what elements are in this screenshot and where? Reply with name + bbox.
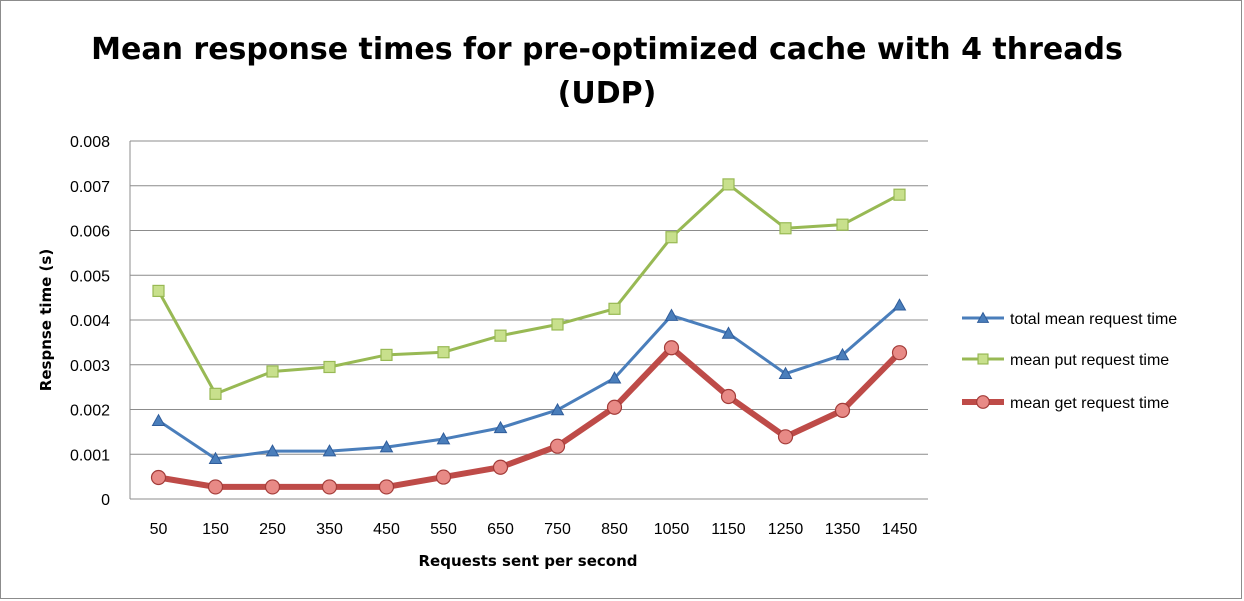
circle-marker	[549, 438, 566, 454]
square-marker	[893, 188, 906, 201]
triangle-marker	[322, 444, 337, 457]
triangle-marker	[721, 326, 736, 339]
square-marker	[494, 329, 507, 342]
circle-marker	[264, 479, 281, 495]
x-tick-label: 1350	[825, 521, 861, 538]
x-tick-label: 350	[316, 521, 343, 538]
square-marker	[266, 365, 279, 378]
triangle-marker	[976, 311, 990, 323]
x-tick-label: 1150	[711, 521, 746, 538]
y-tick-label: 0.005	[70, 268, 110, 285]
triangle-marker	[778, 366, 793, 379]
x-tick-labels: 50 150 250 350 450 550 650 750 850 1050 1150 1250 13…	[150, 521, 918, 538]
y-tick-label: 0.002	[70, 403, 110, 420]
series-3	[150, 340, 908, 495]
square-marker	[551, 318, 564, 331]
x-tick-label: 850	[601, 521, 628, 538]
x-tick-label: 650	[487, 521, 514, 538]
circle-marker	[321, 479, 338, 495]
circle-marker	[891, 345, 908, 361]
circle-marker	[435, 469, 452, 485]
circle-marker	[976, 395, 990, 409]
series-2	[152, 178, 906, 400]
square-marker	[836, 218, 849, 231]
chart-title-line-2: (UDP)	[557, 76, 657, 111]
x-tick-label: 1450	[882, 521, 918, 538]
legend-item: mean get request time	[962, 395, 1169, 412]
y-tick-labels: 0 0.001 0.002 0.003 0.004 0.005 0.006 0.007 0.00…	[70, 134, 110, 509]
triangle-marker	[835, 347, 850, 361]
circle-marker	[492, 459, 509, 475]
y-tick-label: 0.004	[70, 313, 110, 330]
square-marker	[722, 178, 735, 191]
circle-marker	[777, 429, 794, 445]
square-marker	[152, 284, 165, 298]
x-tick-label: 150	[202, 521, 229, 538]
grid-lines	[129, 140, 928, 500]
circle-marker	[834, 402, 851, 418]
legend-label: mean get request time	[1010, 395, 1169, 412]
legend-item: total mean request time	[962, 311, 1177, 328]
series-line	[157, 182, 901, 396]
x-tick-label: 50	[150, 521, 168, 538]
y-tick-label: 0.003	[70, 358, 110, 375]
series-line	[157, 303, 901, 461]
circle-marker	[207, 479, 224, 495]
circle-marker	[606, 399, 623, 415]
legend-label: mean put request time	[1010, 352, 1169, 369]
triangle-marker	[892, 298, 907, 311]
chart-title: Mean response times for pre-optimized ca…	[0, 28, 1214, 116]
circle-marker	[378, 479, 395, 495]
circle-marker	[150, 469, 167, 486]
x-tick-label: 1050	[654, 521, 690, 538]
triangle-marker	[607, 371, 622, 384]
triangle-marker	[493, 420, 508, 434]
square-marker	[977, 353, 989, 365]
y-tick-label: 0.008	[70, 134, 110, 151]
triangle-marker	[550, 402, 565, 416]
x-tick-label: 250	[259, 521, 286, 538]
square-marker	[437, 346, 450, 359]
y-axis-title: Respnse time (s)	[37, 249, 55, 391]
circle-marker	[663, 340, 680, 356]
x-tick-label: 450	[373, 521, 400, 538]
triangle-marker	[436, 432, 451, 445]
legend-item: mean put request time	[962, 352, 1169, 369]
square-marker	[323, 360, 336, 374]
triangle-marker	[265, 444, 280, 457]
legend: total mean request time mean put request …	[962, 311, 1177, 412]
y-tick-label: 0.007	[70, 179, 110, 196]
triangle-marker	[208, 451, 223, 465]
series-1	[151, 298, 907, 465]
triangle-marker	[151, 413, 166, 426]
chart-title-line-1: Mean response times for pre-optimized ca…	[91, 32, 1123, 67]
legend-label: total mean request time	[1010, 311, 1177, 328]
circle-marker	[720, 388, 737, 405]
triangle-marker	[379, 440, 394, 453]
x-tick-label: 550	[430, 521, 457, 538]
x-tick-label: 1250	[768, 521, 804, 538]
series-group	[150, 178, 908, 495]
series-line	[155, 344, 903, 490]
square-marker	[665, 231, 678, 244]
square-marker	[779, 222, 792, 235]
square-marker	[209, 387, 222, 400]
square-marker	[380, 348, 393, 362]
y-tick-label: 0.006	[70, 224, 110, 241]
x-tick-label: 750	[544, 521, 571, 538]
y-tick-label: 0	[101, 492, 110, 509]
y-tick-label: 0.001	[70, 447, 110, 464]
x-axis-title: Requests sent per second	[419, 552, 638, 570]
triangle-marker	[664, 308, 679, 321]
square-marker	[608, 302, 621, 315]
